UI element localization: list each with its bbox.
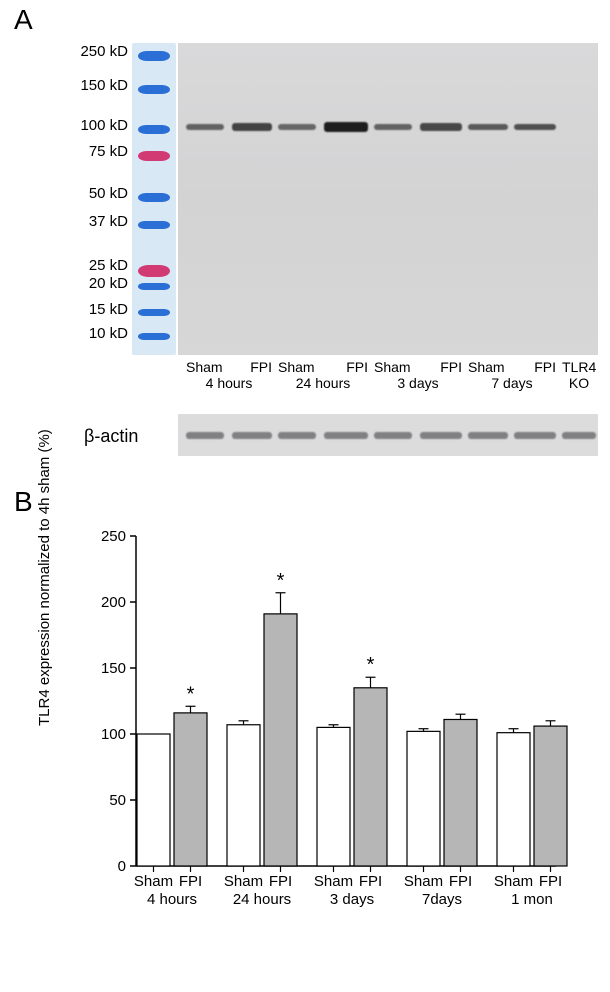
- western-blot-area: 250 kD 150 kD 100 kD 75 kD 50 kD 37 kD 25 kD20…: [40, 43, 600, 363]
- actin-band: [324, 432, 368, 439]
- ladder-marker-label: 75 kD: [44, 143, 128, 160]
- ladder-band: [138, 125, 170, 134]
- panel-a-label: A: [14, 4, 33, 36]
- svg-text:200: 200: [101, 594, 126, 611]
- ladder-marker-label: 150 kD: [44, 77, 128, 94]
- actin-row: β-actin: [40, 408, 600, 468]
- lane-labels: ShamFPI4 hoursShamFPI24 hoursShamFPI3 da…: [178, 359, 598, 403]
- bar-sham: [317, 727, 350, 866]
- svg-text:3 days: 3 days: [330, 891, 374, 908]
- ladder-band: [138, 193, 170, 202]
- svg-text:*: *: [277, 570, 285, 592]
- svg-text:4 hours: 4 hours: [147, 891, 197, 908]
- blot-band: [324, 122, 368, 132]
- bar-sham: [137, 734, 170, 866]
- ladder-band: [138, 221, 170, 229]
- blot-band: [420, 123, 462, 130]
- ladder-marker-label: 25 kD: [44, 257, 128, 274]
- lane-group-label: ShamFPI3 days: [374, 359, 462, 391]
- ladder-band: [138, 51, 170, 61]
- actin-band: [468, 432, 508, 439]
- svg-text:FPI: FPI: [449, 873, 472, 890]
- lane-label-tlr4ko: TLR4KO: [562, 359, 596, 391]
- bar-fpi: [444, 719, 477, 866]
- lane-group-label: ShamFPI7 days: [468, 359, 556, 391]
- bar-fpi: [534, 726, 567, 866]
- actin-blot: [178, 414, 598, 456]
- ladder-strip: [132, 43, 176, 355]
- bar-fpi: [354, 688, 387, 866]
- actin-band: [374, 432, 412, 439]
- ladder-marker-label: 37 kD: [44, 213, 128, 230]
- blot-band: [232, 123, 272, 131]
- ladder-marker-label: 250 kD: [44, 43, 128, 60]
- actin-band: [278, 432, 316, 439]
- ladder-band: [138, 265, 170, 277]
- ladder-band: [138, 309, 170, 316]
- svg-text:Sham: Sham: [224, 873, 263, 890]
- ladder-marker-label: 100 kD: [44, 117, 128, 134]
- svg-text:24 hours: 24 hours: [233, 891, 291, 908]
- bar-fpi: [174, 713, 207, 866]
- svg-text:FPI: FPI: [359, 873, 382, 890]
- blot-band: [468, 124, 508, 130]
- blot-band: [186, 124, 224, 130]
- ladder-band: [138, 333, 170, 340]
- svg-text:100: 100: [101, 726, 126, 743]
- ladder-marker-label: 10 kD: [44, 325, 128, 342]
- svg-text:FPI: FPI: [269, 873, 292, 890]
- actin-band: [186, 432, 224, 439]
- svg-text:*: *: [367, 654, 375, 676]
- ladder-marker-label: 50 kD: [44, 185, 128, 202]
- svg-text:Sham: Sham: [134, 873, 173, 890]
- figure-root: A 250 kD 150 kD 100 kD 75 kD 50 kD 37 kD 25 kD…: [0, 0, 610, 992]
- bar-sham: [227, 725, 260, 866]
- svg-text:FPI: FPI: [539, 873, 562, 890]
- svg-text:50: 50: [109, 792, 126, 809]
- svg-text:Sham: Sham: [404, 873, 443, 890]
- blot-band: [374, 124, 412, 130]
- actin-band: [514, 432, 556, 439]
- ladder-band: [138, 151, 170, 161]
- ladder-band: [138, 283, 170, 290]
- actin-band: [562, 432, 596, 439]
- actin-label: β-actin: [84, 426, 138, 447]
- svg-text:Sham: Sham: [314, 873, 353, 890]
- actin-band: [420, 432, 462, 439]
- lane-group-label: ShamFPI24 hours: [278, 359, 368, 391]
- bar-chart: 050100150200250*ShamFPI4 hours*ShamFPI24…: [80, 526, 570, 956]
- bar-sham: [497, 733, 530, 866]
- ladder-marker-label: 20 kD: [44, 275, 128, 292]
- svg-text:1 mon: 1 mon: [511, 891, 553, 908]
- blot-band: [278, 124, 316, 129]
- svg-text:7days: 7days: [422, 891, 462, 908]
- panel-b: TLR4 expression normalized to 4h sham (%…: [10, 486, 600, 986]
- bar-fpi: [264, 614, 297, 866]
- tlr4-blot: [178, 43, 598, 355]
- ladder-band: [138, 85, 170, 94]
- svg-text:0: 0: [118, 858, 126, 875]
- svg-text:250: 250: [101, 528, 126, 545]
- svg-text:Sham: Sham: [494, 873, 533, 890]
- bar-chart-wrap: 050100150200250*ShamFPI4 hours*ShamFPI24…: [80, 526, 570, 956]
- bar-sham: [407, 731, 440, 866]
- blot-band: [514, 124, 556, 131]
- actin-band: [232, 432, 272, 439]
- svg-text:*: *: [187, 683, 195, 705]
- svg-text:150: 150: [101, 660, 126, 677]
- y-axis-label: TLR4 expression normalized to 4h sham (%…: [36, 429, 53, 726]
- lane-group-label: ShamFPI4 hours: [186, 359, 272, 391]
- svg-text:FPI: FPI: [179, 873, 202, 890]
- ladder-marker-label: 15 kD: [44, 301, 128, 318]
